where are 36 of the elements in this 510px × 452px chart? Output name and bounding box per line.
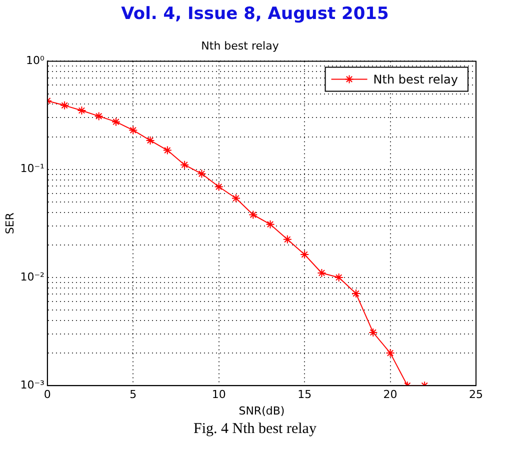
x-tick-label: 10 [212, 388, 226, 402]
x-axis-title: SNR(dB) [238, 404, 285, 418]
y-tick-label: 10⁻³ [20, 378, 44, 392]
point [128, 126, 138, 135]
text: Vol. 4, Issue 8, August 2015 [120, 4, 390, 24]
point [197, 169, 206, 178]
x-tick-label: 5 [130, 388, 137, 402]
point [146, 136, 155, 145]
legend-label: Nth best relay [373, 72, 458, 86]
point [214, 182, 224, 192]
point [351, 289, 360, 298]
y-axis-title: SER [3, 212, 16, 234]
point [368, 328, 378, 337]
y-tick-label: 10⁻² [20, 270, 44, 284]
x-tick-label: 25 [469, 388, 483, 402]
x-tick-label: 15 [298, 388, 312, 402]
point [386, 348, 395, 358]
y-tick-label: 10⁰ [26, 54, 45, 68]
point [60, 100, 70, 110]
point [94, 112, 104, 121]
point [282, 234, 292, 244]
point [111, 117, 120, 126]
point [317, 268, 326, 278]
x-tick-label: 20 [383, 388, 398, 402]
chart-title: Nth best relay [201, 39, 280, 52]
point [300, 250, 310, 260]
point [162, 146, 172, 155]
point [180, 160, 190, 170]
point [334, 272, 344, 282]
point [77, 106, 86, 115]
point [266, 220, 275, 229]
point [248, 210, 258, 220]
y-tick-label: 10⁻¹ [20, 162, 44, 176]
x-tick-label: 0 [44, 388, 51, 402]
point [231, 194, 240, 203]
caption: Fig. 4 Nth best relay [192, 421, 318, 438]
